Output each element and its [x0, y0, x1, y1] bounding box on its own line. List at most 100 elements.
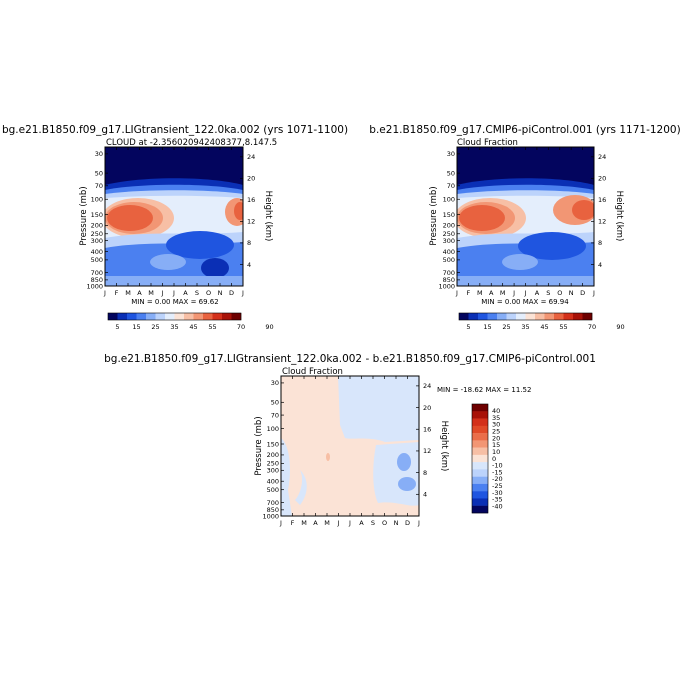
y-tick-label: 30 — [447, 150, 455, 158]
x-tick-label: O — [206, 289, 211, 297]
panel-1-field-max-inner — [107, 205, 153, 231]
x-tick-label: A — [535, 289, 540, 297]
colorbar-swatch — [478, 313, 488, 320]
panel-2-title: b.e21.B1850.f09_g17.CMIP6-piControl.001 … — [369, 124, 680, 136]
colorbar-label: 35 — [170, 323, 178, 331]
colorbar-swatch — [136, 313, 147, 320]
y-tick-label-right: 20 — [598, 175, 606, 183]
colorbar-swatch — [472, 469, 488, 477]
x-tick-label: J — [348, 519, 351, 527]
colorbar-swatch — [231, 313, 242, 320]
y-tick-label-right: 24 — [598, 153, 606, 161]
panel-3-ylabel: Pressure (mb) — [254, 416, 264, 475]
panel-3-field-pos-core — [326, 453, 330, 461]
y-tick-label-right: 8 — [423, 469, 427, 477]
colorbar-label: -10 — [492, 462, 503, 470]
panel-2-colorbar: 5 15 25 35 45 55 70 90 — [458, 312, 625, 331]
y-tick-label: 30 — [95, 150, 103, 158]
colorbar-label: 55 — [559, 323, 567, 331]
colorbar-swatch — [468, 313, 479, 320]
y-tick-label-right: 4 — [423, 491, 427, 499]
y-tick-label: 200 — [443, 222, 455, 230]
colorbar-swatch — [563, 313, 574, 320]
colorbar-label: 35 — [492, 414, 500, 422]
y-tick-label: 70 — [95, 182, 103, 190]
colorbar-swatch — [472, 454, 488, 463]
colorbar-label: 70 — [237, 323, 245, 331]
x-tick-label: J — [592, 289, 595, 297]
x-tick-label: M — [500, 289, 506, 297]
colorbar-label: 35 — [521, 323, 529, 331]
y-tick-label: 1000 — [438, 282, 455, 290]
y-tick-label: 250 — [267, 460, 279, 468]
panel-1-colorbar: 5 15 25 35 45 55 70 90 — [107, 312, 274, 331]
y-tick-label: 100 — [443, 196, 455, 204]
colorbar-label: 5 — [466, 323, 470, 331]
x-tick-label: F — [467, 289, 471, 297]
colorbar-label: 30 — [492, 421, 500, 429]
panel-1: bg.e21.B1850.f09_g17.LIGtransient_122.0k… — [2, 124, 348, 331]
y-tick-label: 1000 — [86, 282, 103, 290]
colorbar-swatch — [222, 313, 232, 320]
colorbar-swatch — [472, 491, 488, 499]
x-tick-label: J — [172, 289, 175, 297]
y-tick-label-right: 12 — [598, 218, 606, 226]
colorbar-swatch — [203, 313, 213, 320]
y-tick-label: 700 — [267, 499, 279, 507]
colorbar-swatch — [146, 313, 156, 320]
x-tick-label: J — [455, 289, 458, 297]
y-tick-label-right: 8 — [598, 239, 602, 247]
x-tick-label: J — [417, 519, 420, 527]
colorbar-label: 25 — [151, 323, 159, 331]
panel-3-minmax: MIN = -18.62 MAX = 11.52 — [437, 386, 531, 394]
x-tick-label: M — [324, 519, 330, 527]
colorbar-swatch — [535, 313, 545, 320]
panel-1-field-trough — [166, 231, 234, 259]
panel-2-field — [457, 147, 594, 286]
y-tick-label: 100 — [91, 196, 103, 204]
y-tick-label: 70 — [271, 411, 279, 419]
panel-3-axes: J F M A M J J A S O N D J305070100150200250300400500… — [262, 376, 431, 527]
y-tick-label: 50 — [95, 169, 103, 177]
x-tick-label: N — [218, 289, 223, 297]
colorbar-swatch — [174, 313, 185, 320]
y-tick-label: 150 — [443, 211, 455, 219]
colorbar-label: 10 — [492, 448, 500, 456]
colorbar-swatch — [117, 313, 128, 320]
x-tick-label: J — [524, 289, 527, 297]
colorbar-swatch — [472, 440, 488, 448]
colorbar-swatch — [487, 313, 498, 320]
y-tick-label: 400 — [267, 478, 279, 486]
panel-1-minmax: MIN = 0.00 MAX = 69.62 — [131, 298, 218, 306]
y-tick-label: 250 — [443, 230, 455, 238]
colorbar-label: 70 — [588, 323, 596, 331]
colorbar-label: 55 — [208, 323, 216, 331]
colorbar-label: 15 — [132, 323, 140, 331]
colorbar-swatch — [472, 418, 488, 426]
colorbar-swatch — [472, 425, 488, 434]
x-tick-label: D — [405, 519, 410, 527]
y-tick-label: 400 — [443, 248, 455, 256]
y-tick-label-right: 8 — [247, 239, 251, 247]
x-tick-label: A — [137, 289, 142, 297]
y-tick-label: 200 — [91, 222, 103, 230]
y-tick-label: 850 — [443, 276, 455, 284]
colorbar-label: 45 — [540, 323, 548, 331]
colorbar-label: -35 — [492, 496, 503, 504]
colorbar-swatch — [472, 447, 488, 456]
colorbar-label: -25 — [492, 482, 503, 490]
panel-3-field-neg-left — [281, 438, 292, 516]
colorbar-label: -30 — [492, 489, 503, 497]
panel-2-ylabel: Pressure (mb) — [429, 186, 439, 245]
panel-2-field-right-max-inner — [572, 200, 594, 220]
x-tick-label: M — [477, 289, 483, 297]
x-tick-label: S — [371, 519, 375, 527]
x-tick-label: J — [279, 519, 282, 527]
panel-3-field — [281, 376, 419, 516]
x-tick-label: F — [115, 289, 119, 297]
colorbar-swatch — [506, 313, 517, 320]
colorbar-swatch — [155, 313, 166, 320]
colorbar-swatch — [573, 313, 583, 320]
y-tick-label: 300 — [443, 237, 455, 245]
